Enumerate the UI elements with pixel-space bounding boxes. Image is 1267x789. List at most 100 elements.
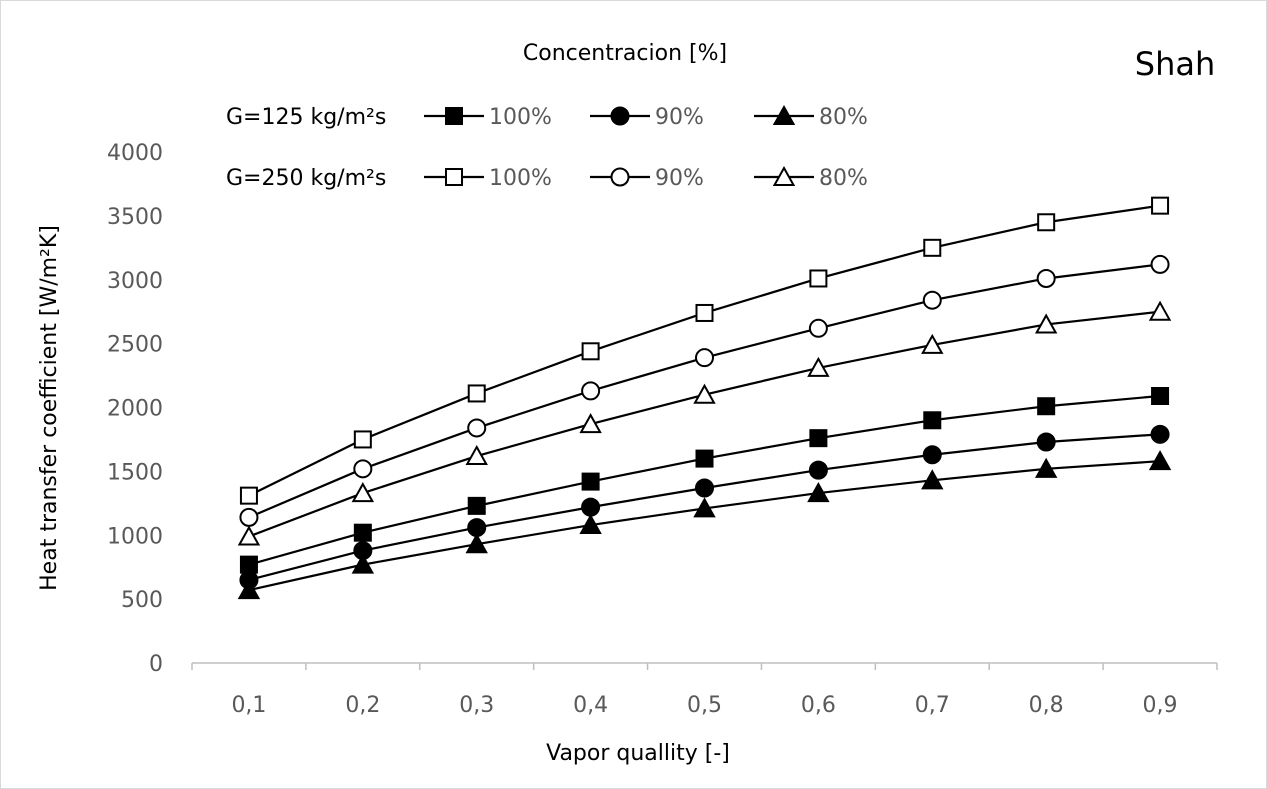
legend-item: 100% bbox=[424, 105, 552, 130]
legend-marker bbox=[610, 167, 630, 187]
x-tick-label: 0,6 bbox=[801, 693, 836, 718]
data-point bbox=[693, 497, 716, 518]
data-point bbox=[579, 413, 602, 434]
data-point bbox=[467, 384, 486, 403]
data-point bbox=[1148, 300, 1172, 321]
legend-marker bbox=[445, 168, 463, 186]
data-point bbox=[693, 383, 716, 404]
y-tick-label: 2500 bbox=[107, 333, 163, 358]
legend-item: 80% bbox=[754, 104, 868, 130]
data-point bbox=[239, 507, 259, 527]
legend-marker bbox=[445, 107, 463, 125]
data-point bbox=[1037, 213, 1056, 232]
data-point bbox=[695, 303, 714, 322]
data-point bbox=[581, 497, 601, 517]
data-point bbox=[351, 482, 375, 503]
legend-title: Concentracion [%] bbox=[523, 41, 727, 66]
series-5 bbox=[237, 300, 1172, 546]
x-axis-label: Vapor quallity [-] bbox=[546, 741, 730, 766]
data-point bbox=[465, 533, 488, 554]
data-point bbox=[581, 342, 600, 361]
x-tick-label: 0,2 bbox=[345, 693, 380, 718]
legend-series-label: 100% bbox=[489, 105, 552, 130]
x-tick-label: 0,9 bbox=[1143, 693, 1178, 718]
data-point bbox=[237, 579, 261, 600]
data-point bbox=[695, 348, 714, 368]
legend-marker bbox=[610, 106, 630, 126]
data-point bbox=[921, 469, 944, 490]
data-point bbox=[579, 513, 602, 535]
series-4 bbox=[239, 254, 1170, 527]
series-layer bbox=[237, 196, 1172, 600]
series-2 bbox=[237, 450, 1172, 600]
legend-group-label: G=250 kg/m²s bbox=[226, 166, 386, 191]
data-point bbox=[695, 449, 714, 468]
data-point bbox=[237, 525, 261, 546]
data-point bbox=[807, 356, 830, 377]
legend-item: 90% bbox=[590, 105, 704, 130]
x-tick-label: 0,1 bbox=[231, 693, 266, 718]
data-point bbox=[922, 290, 942, 310]
x-tick-label: 0,4 bbox=[573, 693, 608, 718]
data-point bbox=[809, 269, 828, 288]
data-point bbox=[923, 238, 942, 257]
y-tick-label: 3500 bbox=[107, 205, 163, 230]
data-point bbox=[467, 496, 486, 515]
data-point bbox=[1151, 387, 1170, 406]
legend-series-label: 90% bbox=[655, 105, 704, 130]
legend-marker bbox=[772, 165, 796, 186]
x-tick-label: 0,5 bbox=[687, 693, 722, 718]
y-tick-label: 2000 bbox=[107, 397, 163, 422]
y-axis-label: Heat transfer coefficient [W/m²K] bbox=[37, 225, 62, 591]
data-point bbox=[1036, 432, 1056, 452]
y-tick-label: 3000 bbox=[107, 269, 163, 294]
series-1 bbox=[239, 424, 1170, 590]
x-axis-ticks: 0,1 0,2 0,3 0,4 0,5 0,6 0,7 0,8 0,9 bbox=[191, 663, 1218, 718]
data-point bbox=[239, 486, 258, 505]
data-point bbox=[1037, 397, 1056, 416]
x-tick-label: 0,3 bbox=[459, 693, 494, 718]
legend-item: 80% bbox=[754, 165, 868, 191]
chart-title: Shah bbox=[1135, 45, 1215, 83]
data-point bbox=[353, 523, 372, 542]
data-point bbox=[239, 555, 258, 574]
data-point bbox=[351, 553, 375, 574]
data-point bbox=[581, 472, 600, 491]
data-point bbox=[1150, 254, 1170, 274]
legend-item: 100% bbox=[424, 166, 552, 191]
data-point bbox=[809, 429, 828, 448]
legend-series-label: 90% bbox=[655, 166, 704, 191]
legend-series-label: 100% bbox=[489, 166, 552, 191]
legend-item: 90% bbox=[590, 166, 704, 191]
data-point bbox=[467, 418, 487, 438]
data-point bbox=[1148, 450, 1172, 471]
legend-marker bbox=[772, 104, 796, 125]
series-3 bbox=[239, 196, 1170, 505]
data-point bbox=[1036, 268, 1056, 288]
data-point bbox=[1034, 313, 1058, 334]
series-0 bbox=[239, 387, 1170, 574]
y-tick-label: 1500 bbox=[107, 460, 163, 485]
data-point bbox=[1150, 424, 1170, 444]
data-point bbox=[581, 381, 601, 401]
legend-group-label: G=125 kg/m²s bbox=[226, 105, 386, 130]
data-point bbox=[465, 444, 488, 466]
y-axis-ticks: 0 500 1000 1500 2000 2500 3000 3500 4000 bbox=[107, 141, 163, 677]
legend: G=125 kg/m²s G=250 kg/m²s 100% 90% 80% 100% 90… bbox=[226, 104, 868, 191]
y-tick-label: 500 bbox=[121, 588, 163, 613]
x-tick-label: 0,8 bbox=[1029, 693, 1064, 718]
data-point bbox=[922, 445, 942, 465]
y-tick-label: 0 bbox=[149, 652, 163, 677]
y-tick-label: 4000 bbox=[107, 141, 163, 166]
data-point bbox=[807, 482, 830, 503]
x-tick-label: 0,7 bbox=[915, 693, 950, 718]
y-tick-label: 1000 bbox=[107, 524, 163, 549]
data-point bbox=[923, 411, 942, 430]
data-point bbox=[353, 459, 373, 479]
data-point bbox=[808, 318, 828, 338]
legend-series-label: 80% bbox=[819, 166, 868, 191]
data-point bbox=[1034, 457, 1058, 478]
data-point bbox=[353, 430, 372, 449]
